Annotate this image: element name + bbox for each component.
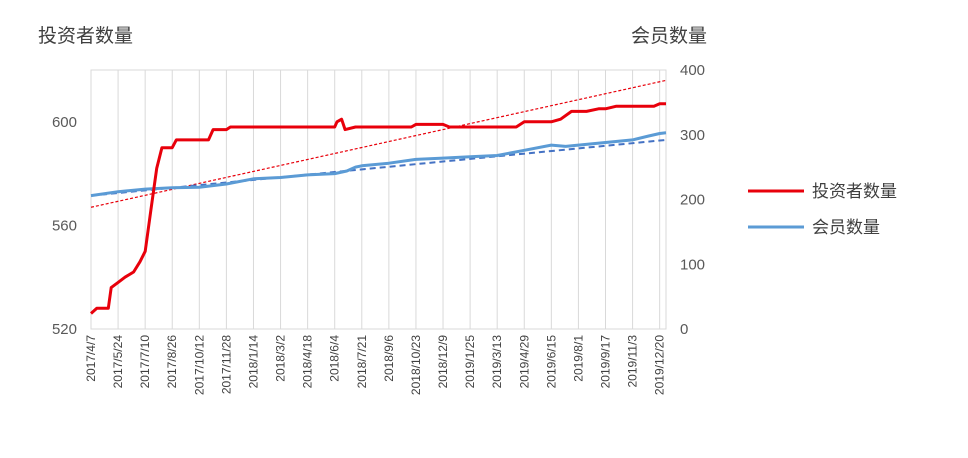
x-tick-label: 2018/1/14 xyxy=(246,335,260,389)
member-count-line xyxy=(90,131,667,198)
x-tick-label: 2018/12/9 xyxy=(436,335,450,389)
right-y-tick-label: 400 xyxy=(680,62,705,79)
x-tick-label: 2018/3/2 xyxy=(274,335,288,382)
x-tick-label: 2018/6/4 xyxy=(328,335,342,382)
investor-count-line xyxy=(89,102,666,315)
series-lines xyxy=(89,102,667,315)
x-tick-label: 2017/5/24 xyxy=(111,335,125,389)
x-tick-label: 2017/4/7 xyxy=(84,335,98,382)
member-trendline xyxy=(90,138,667,197)
x-tick-label: 2017/7/10 xyxy=(138,335,152,389)
right-axis-title: 会员数量 xyxy=(631,25,707,47)
x-tick-label: 2019/4/29 xyxy=(517,335,531,389)
x-tick-label: 2019/3/13 xyxy=(490,335,504,389)
grid-lines xyxy=(90,70,661,329)
x-tick-label: 2019/9/17 xyxy=(599,335,613,389)
x-tick-label: 2018/10/23 xyxy=(409,335,423,395)
x-tick-label: 2019/1/25 xyxy=(463,335,477,389)
x-tick-label: 2018/9/6 xyxy=(382,335,396,382)
investor-trendline xyxy=(90,79,667,208)
x-tick-label: 2017/11/28 xyxy=(219,335,233,394)
x-tick-label: 2018/4/18 xyxy=(301,335,315,389)
left-axis-title: 投资者数量 xyxy=(38,25,133,47)
right-y-axis-labels: 0 100 200 300 400 xyxy=(680,62,705,338)
left-y-axis-labels: 520 560 600 xyxy=(52,114,77,338)
right-y-tick-label: 0 xyxy=(680,321,688,338)
legend-label: 会员数量 xyxy=(812,218,880,238)
x-tick-label: 2018/7/21 xyxy=(355,335,369,389)
legend-label: 投资者数量 xyxy=(812,182,897,202)
x-tick-label: 2019/8/1 xyxy=(571,335,585,382)
x-tick-label: 2017/10/12 xyxy=(192,335,206,395)
x-tick-label: 2017/8/26 xyxy=(165,335,179,389)
x-axis-labels: 2017/4/7 2017/5/24 2017/7/10 2017/8/26 2017/… xyxy=(84,335,667,395)
x-tick-label: 2019/12/20 xyxy=(653,335,667,395)
x-tick-label: 2019/6/15 xyxy=(544,335,558,389)
right-y-tick-label: 100 xyxy=(680,256,705,273)
right-y-tick-label: 300 xyxy=(680,127,705,144)
left-y-tick-label: 560 xyxy=(52,217,77,234)
right-y-tick-label: 200 xyxy=(680,192,705,209)
trendlines xyxy=(90,79,667,208)
left-y-tick-label: 600 xyxy=(52,114,77,131)
plot-area-border xyxy=(90,69,667,330)
left-y-tick-label: 520 xyxy=(52,321,77,338)
x-tick-label: 2019/11/3 xyxy=(626,335,640,388)
